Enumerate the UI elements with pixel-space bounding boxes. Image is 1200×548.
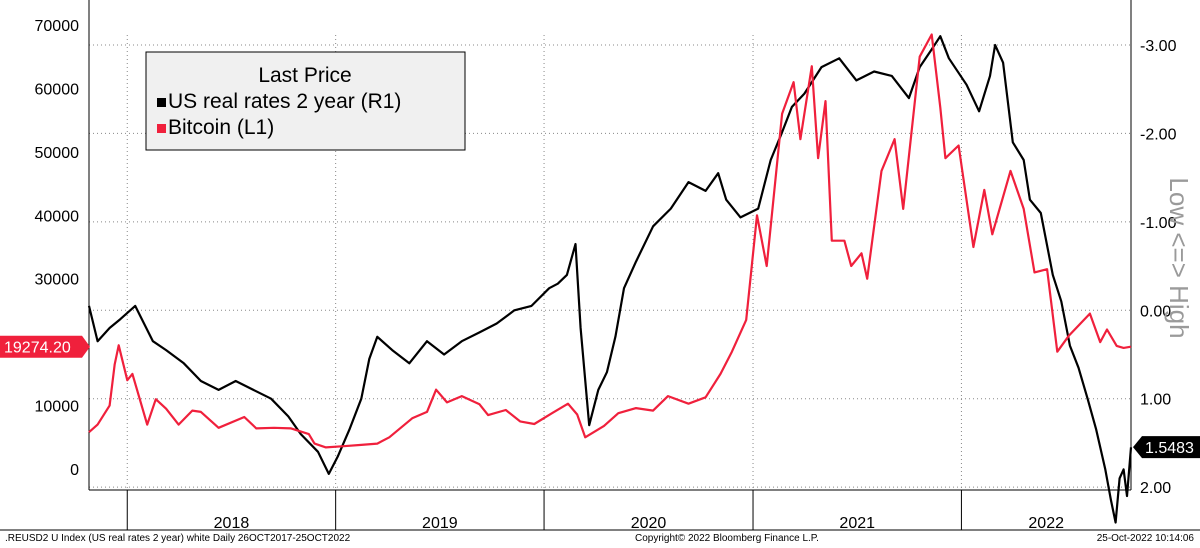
right-tick-label: -1.00 <box>1140 215 1177 232</box>
right-tick-label: -3.00 <box>1140 38 1177 55</box>
gridlines <box>89 35 1131 490</box>
right-tick-label: 1.00 <box>1140 392 1171 409</box>
right-tick-label: 0.00 <box>1140 303 1171 320</box>
legend-entry: Bitcoin (L1) <box>168 116 274 139</box>
rates-last-badge <box>1133 436 1200 459</box>
left-tick-label: 50000 <box>35 145 80 162</box>
last-value-badges: 19274.20 1.5483 <box>0 335 1200 459</box>
rates-line <box>87 35 1133 524</box>
legend: Last Price US real rates 2 year (R1) Bitco… <box>145 51 466 151</box>
x-tick-label: 2019 <box>422 515 458 532</box>
x-tick-label: 2020 <box>631 515 667 532</box>
left-tick-label: 40000 <box>35 208 80 225</box>
left-tick-label: 70000 <box>35 18 80 35</box>
left-tick-label: 10000 <box>35 399 80 416</box>
right-tick-label: 2.00 <box>1140 480 1171 497</box>
footer-timestamp: 25-Oct-2022 10:14:06 <box>1096 533 1194 544</box>
rates-last-value: 1.5483 <box>1145 440 1194 457</box>
left-tick-label: 30000 <box>35 272 80 289</box>
left-tick-label: 0 <box>70 462 79 479</box>
footer-copyright: Copyright© 2022 Bloomberg Finance L.P. <box>635 533 819 544</box>
x-tick-label: 2021 <box>839 515 875 532</box>
bitcoin-last-badge <box>0 335 90 358</box>
right-axis-label: Low <=> High <box>1164 177 1194 338</box>
x-tick-label: 2018 <box>214 515 250 532</box>
left-tick-label: 60000 <box>35 81 80 98</box>
bitcoin-line <box>88 33 1132 449</box>
legend-entry: US real rates 2 year (R1) <box>168 90 401 113</box>
legend-swatch <box>157 124 166 133</box>
right-tick-label: -2.00 <box>1140 126 1177 143</box>
legend-swatch <box>157 98 166 107</box>
footer-source: .REUSD2 U Index (US real rates 2 year) w… <box>5 533 351 544</box>
bitcoin-last-value: 19274.20 <box>4 340 71 357</box>
legend-title: Last Price <box>258 64 351 87</box>
legend-box <box>145 51 466 151</box>
x-tick-label: 2022 <box>1028 515 1064 532</box>
series-lines <box>87 33 1133 524</box>
